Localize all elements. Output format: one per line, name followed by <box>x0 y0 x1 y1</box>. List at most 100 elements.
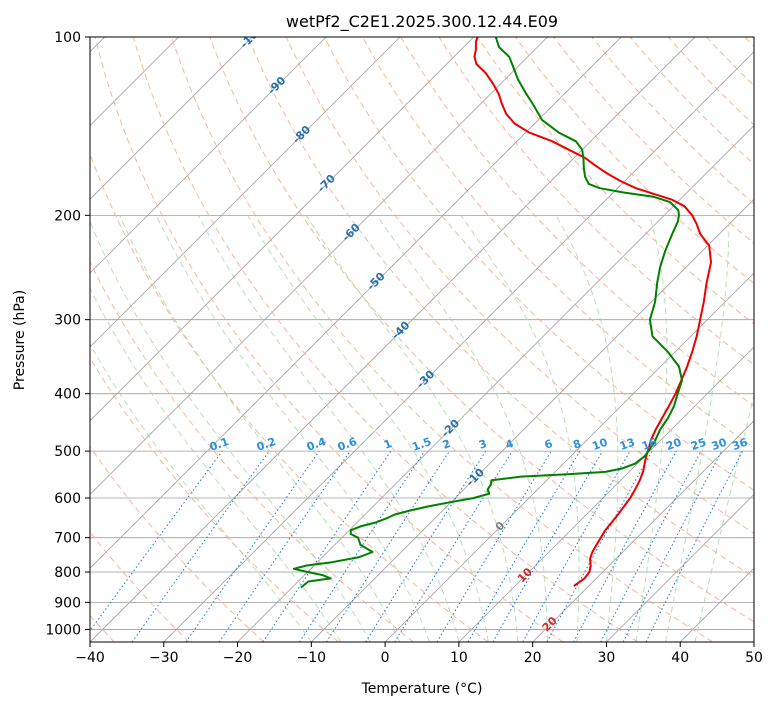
mixing-ratio-line <box>436 450 552 642</box>
mixing-ratio-label: 20 <box>664 436 683 454</box>
mixing-ratio-label: 30 <box>710 436 729 454</box>
mixing-ratio-line <box>185 450 320 642</box>
moist-adiabat-line <box>460 215 580 642</box>
temperature-profile-line <box>473 37 712 587</box>
y-tick-label: 600 <box>54 491 81 507</box>
mixing-ratio-label: 1 <box>382 437 394 452</box>
mixing-ratio-line <box>546 450 653 642</box>
dry-adiabat-line <box>132 37 639 642</box>
dry-adiabat-line <box>400 37 754 407</box>
mixing-ratio-label: 1.5 <box>410 435 433 454</box>
y-tick-label: 200 <box>54 208 81 224</box>
x-tick-label: 0 <box>381 650 390 666</box>
y-tick-label: 300 <box>54 313 81 329</box>
x-tick-label: 20 <box>524 650 542 666</box>
isotherm-line <box>458 346 754 642</box>
moist-adiabat-line <box>90 220 371 642</box>
mixing-ratio-label: 6 <box>543 437 555 452</box>
isotherm-line <box>532 420 754 642</box>
x-tick-label: −30 <box>149 650 179 666</box>
dry-adiabat-line <box>94 37 564 642</box>
mixing-ratio-line <box>573 450 677 642</box>
isotherm-line <box>90 37 548 496</box>
chart-title: wetPf2_C2E1.2025.300.12.44.E09 <box>286 12 558 32</box>
dry-adiabat-line <box>323 37 754 491</box>
isotherm-line <box>90 37 696 642</box>
moist-adiabat-line <box>635 215 668 642</box>
moist-adiabat-line <box>155 215 430 642</box>
mixing-ratio-label: 25 <box>689 436 708 453</box>
isotherm-line <box>237 124 754 642</box>
moist-adiabat-line <box>555 215 619 642</box>
x-tick-label: 10 <box>450 650 468 666</box>
y-tick-label: 700 <box>54 531 81 547</box>
mixing-ratio-label: 2 <box>441 437 453 452</box>
y-tick-label: 500 <box>54 444 81 460</box>
isotherm-line <box>90 37 253 200</box>
moist-adiabat-line <box>119 215 401 642</box>
isotherm-line <box>606 493 754 642</box>
moist-adiabat-line <box>197 215 460 642</box>
mixing-ratio-label: 36 <box>731 436 750 454</box>
dry-adiabat-line <box>362 37 754 449</box>
x-tick-label: 50 <box>745 650 763 666</box>
mixing-ratio-line <box>325 450 450 642</box>
x-tick-label: −10 <box>297 650 327 666</box>
y-tick-label: 100 <box>54 30 81 46</box>
moist-adiabat-line <box>305 215 519 642</box>
mixing-ratio-label: 0.4 <box>305 435 328 454</box>
mixing-ratio-label: 4 <box>504 437 516 452</box>
moist-adiabat-line <box>665 215 730 642</box>
mixing-ratio-label: 0.1 <box>208 435 231 454</box>
x-tick-label: 30 <box>598 650 616 666</box>
background-lines <box>90 37 754 642</box>
mixing-ratio-label: 0.6 <box>336 435 359 454</box>
isotherm-line <box>90 37 401 348</box>
isotherm-line <box>90 37 474 422</box>
mixing-ratio-label: 0.2 <box>255 435 278 454</box>
mixing-ratio-line <box>218 450 351 642</box>
y-tick-label: 800 <box>54 565 81 581</box>
x-tick-label: −40 <box>75 650 105 666</box>
moist-adiabat-line <box>90 342 312 642</box>
y-tick-label: 1000 <box>45 622 81 638</box>
isotherm-line <box>384 272 754 642</box>
mixing-ratio-line <box>522 450 631 642</box>
mixing-ratio-line <box>90 450 223 632</box>
mixing-ratio-line <box>394 450 513 642</box>
x-tick-label: −20 <box>223 650 253 666</box>
isotherm-line <box>163 51 754 642</box>
moist-adiabat-line <box>376 215 548 642</box>
mixing-ratio-label: 16 <box>640 436 659 454</box>
dry-adiabat-line <box>629 37 754 165</box>
mixing-ratio-line <box>365 450 487 642</box>
mixing-ratio-label: 10 <box>590 436 609 454</box>
y-axis-title: Pressure (hPa) <box>12 290 28 390</box>
dry-adiabat-line <box>90 260 414 642</box>
y-axis: 100 200 300 400 500 600 700 800 900 1000 <box>45 30 90 638</box>
mixing-ratio-line <box>131 450 270 642</box>
mixing-ratio-line <box>492 450 604 642</box>
mixing-ratio-label: 13 <box>618 436 637 453</box>
moist-adiabat-line <box>90 286 342 642</box>
moist-adiabat-line <box>247 215 489 642</box>
x-axis: −40 −30 −20 −10 0 10 20 30 40 50 <box>75 642 763 666</box>
dry-adiabat-line <box>438 37 754 366</box>
y-tick-label: 400 <box>54 387 81 403</box>
dry-adiabat-line <box>247 37 754 578</box>
dry-adiabat-line <box>209 37 754 623</box>
x-axis-title: Temperature (°C) <box>361 681 483 697</box>
plot-frame <box>89 36 755 643</box>
y-tick-label: 900 <box>54 595 81 611</box>
x-tick-label: 40 <box>671 650 689 666</box>
isotherm-line <box>90 37 622 569</box>
dry-adiabat-line <box>90 446 265 642</box>
dry-adiabat-line <box>515 37 754 285</box>
isotherm-line <box>90 37 327 274</box>
mixing-ratio-label: 3 <box>477 437 489 452</box>
mixing-ratio-line <box>467 450 581 642</box>
series-layer <box>292 37 712 589</box>
mixing-ratio-label: 8 <box>571 437 583 452</box>
